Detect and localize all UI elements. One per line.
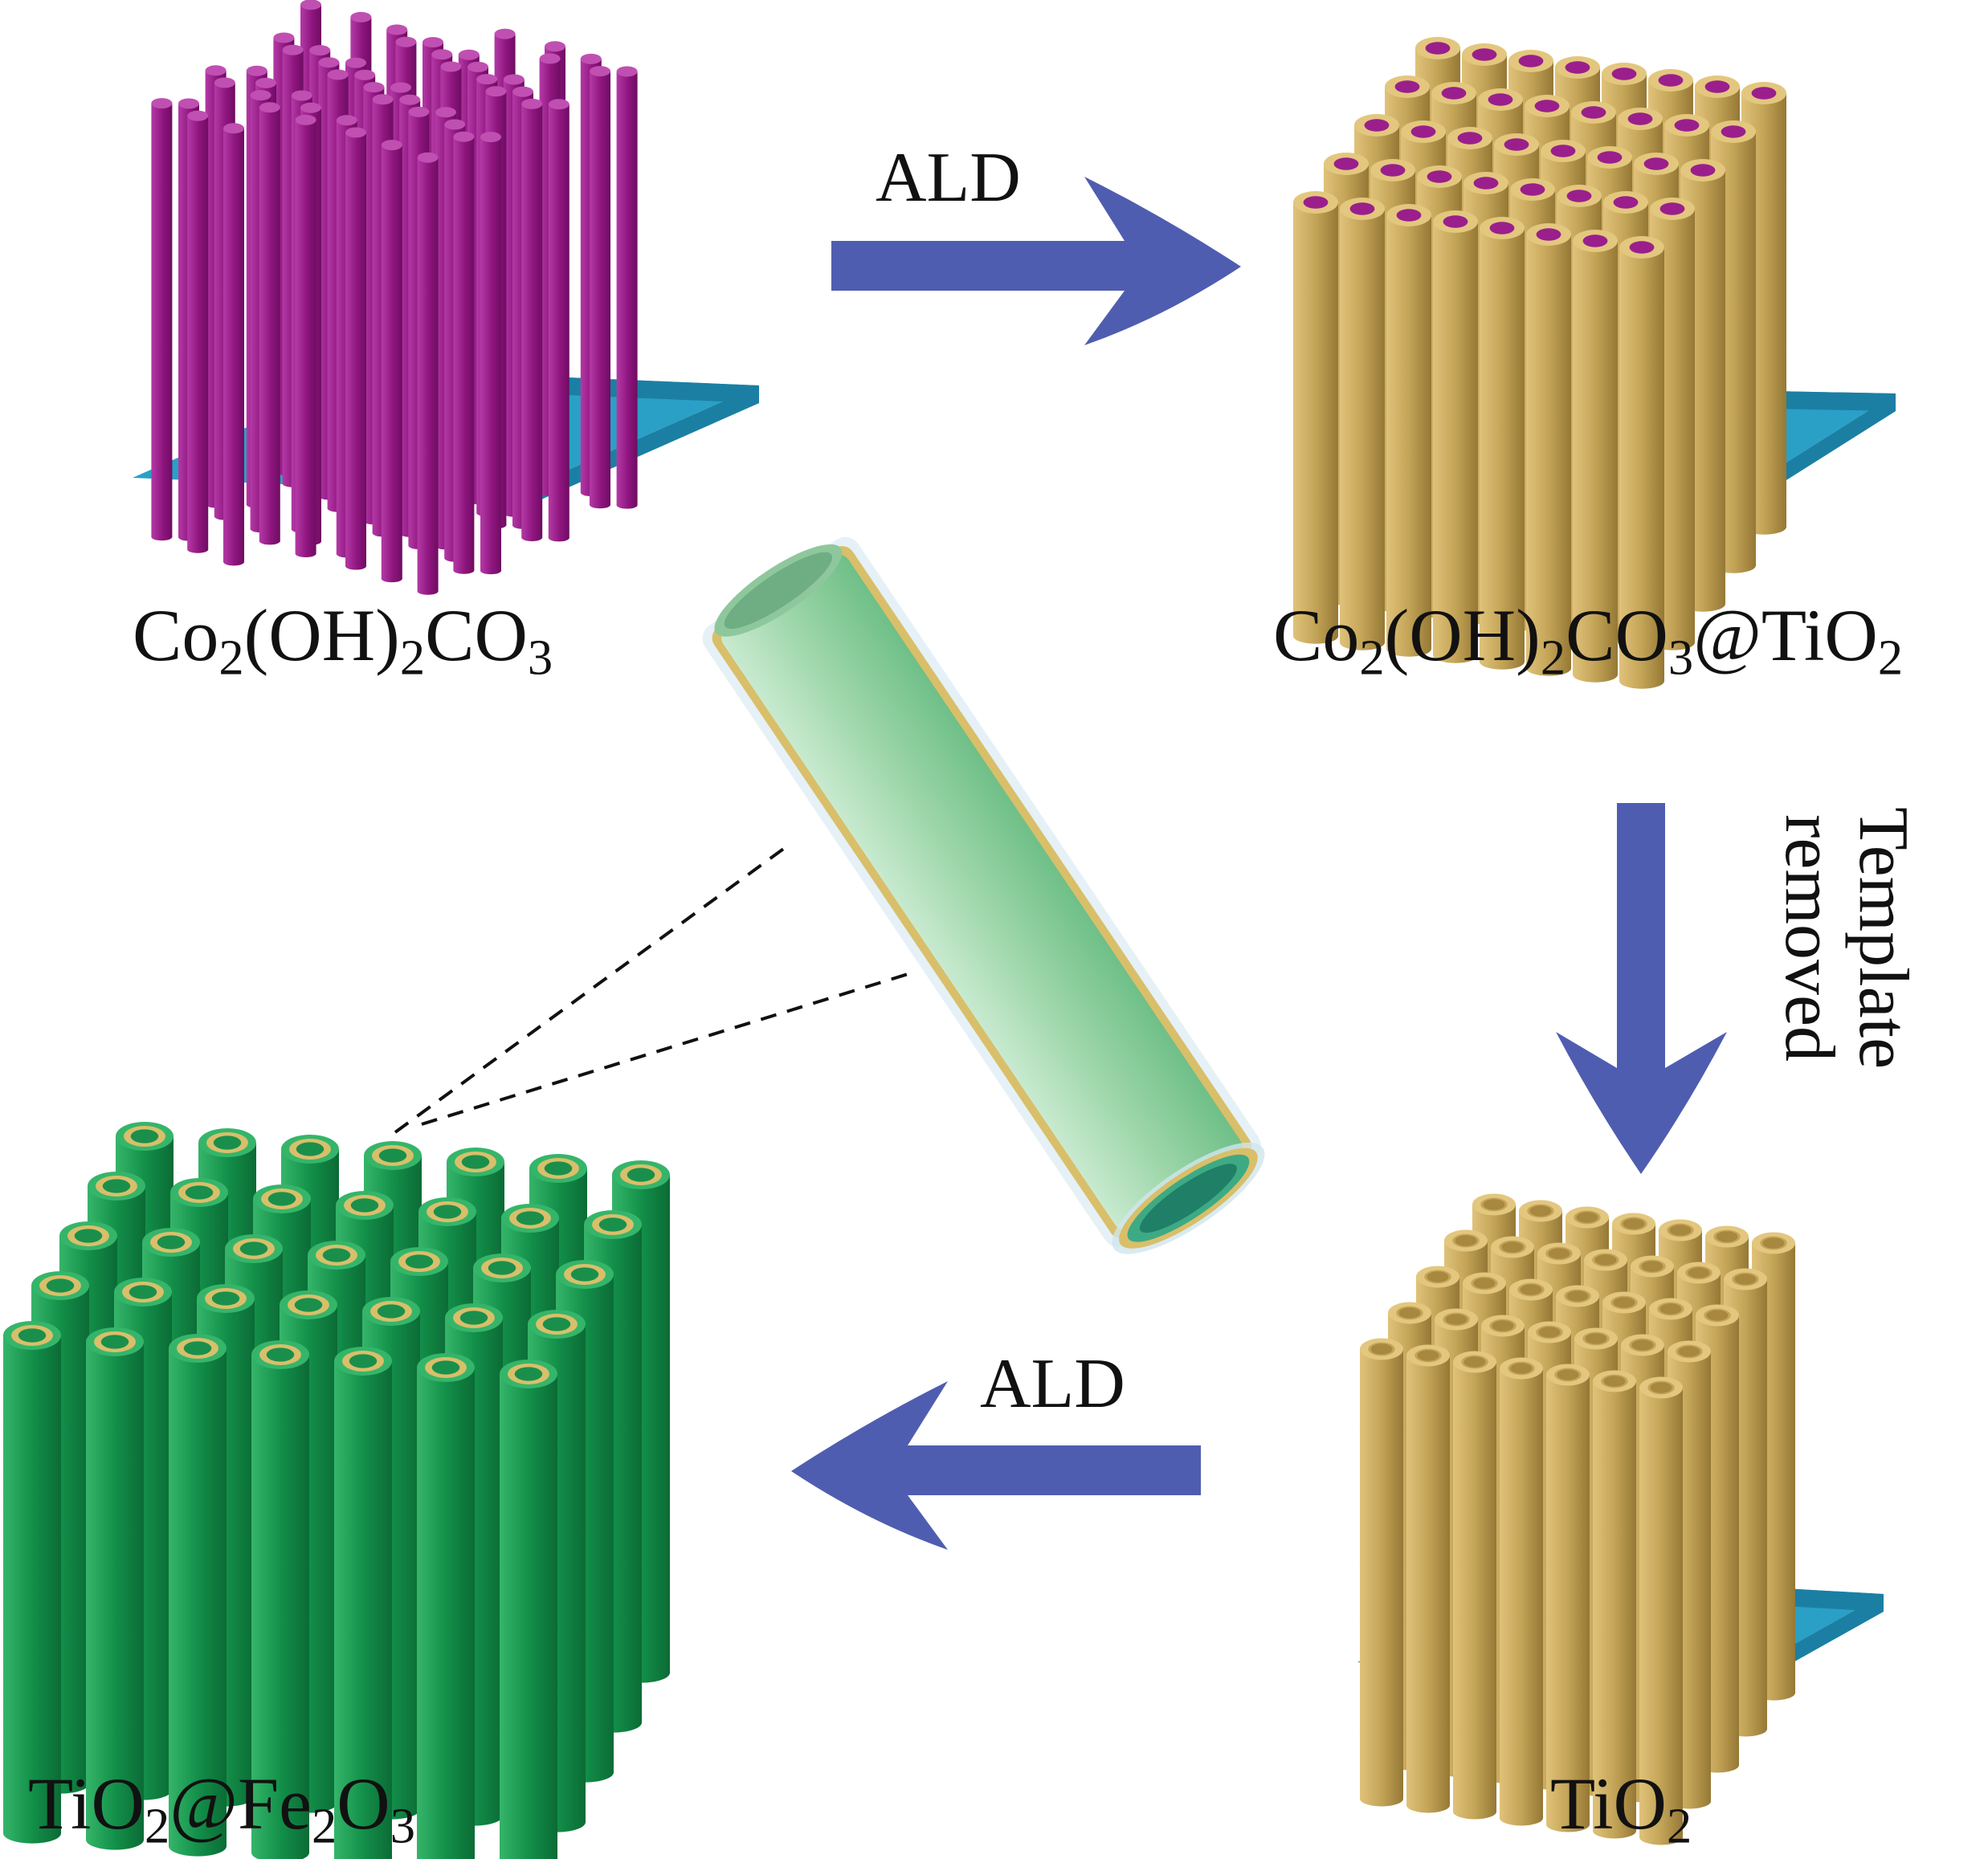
tio2-fe2o3-nanotube-array: [3, 1122, 670, 1859]
magenta-nanowire: [187, 110, 209, 553]
tio2-nanotube: [1593, 1370, 1636, 1839]
tio2-fe2o3-nanotube: [500, 1360, 557, 1859]
tio2-fe2o3-nanotube: [3, 1321, 61, 1844]
removed-line: removed: [1770, 814, 1848, 1062]
gold-coated-rod: [1619, 236, 1664, 689]
tio2-fe2o3-nanotube: [334, 1347, 392, 1859]
ald-label-top: ALD: [876, 139, 1021, 217]
co2-tio2-caption: Co2(OH)2CO3@TiO2: [1273, 594, 1904, 686]
gold-coated-rod: [1433, 210, 1478, 663]
template-removed-label: Template removed: [1743, 803, 1928, 1140]
magenta-nanowire: [417, 152, 439, 595]
gold-coated-rod: [1340, 198, 1385, 650]
tio2-nanotube-array: [1357, 1193, 1884, 1845]
tio2-nanotube: [1639, 1376, 1683, 1845]
magenta-nanowire: [223, 123, 244, 566]
tio2-fe2o3-nanotube: [86, 1327, 144, 1850]
co2-caption: Co2(OH)2CO3: [133, 594, 553, 686]
gold-coated-rod: [1386, 204, 1431, 657]
tio2-fe2o3-nanotube: [417, 1353, 475, 1859]
tio2-fe2o3-nanotube: [169, 1334, 227, 1857]
gold-coated-rod: [1526, 223, 1571, 676]
tio2-nanotube: [1546, 1364, 1590, 1833]
co2-tio2-nanorod-array: [1293, 37, 1896, 689]
tio2-nanotube: [1500, 1357, 1543, 1826]
magenta-nanowire: [259, 102, 280, 545]
magenta-nanowire: [521, 98, 543, 541]
template-line: Template: [1844, 807, 1922, 1070]
tio2-fe2o3-nanotube: [251, 1340, 309, 1859]
gold-coated-rod: [1480, 217, 1525, 670]
arrow-right-icon: [831, 177, 1241, 345]
magenta-nanowire: [295, 114, 316, 557]
tio2-nanotube: [1360, 1338, 1403, 1807]
co2-nanowire-array: [133, 0, 759, 595]
tio2-caption: TiO2: [1550, 1763, 1692, 1854]
ald-label-bottom: ALD: [980, 1345, 1125, 1423]
magenta-nanowire: [616, 66, 638, 509]
zoom-line-lower: [421, 970, 916, 1126]
magenta-nanowire: [453, 131, 475, 574]
tio2-nanotube: [1453, 1351, 1496, 1820]
arrow-down-icon: [1556, 803, 1727, 1174]
magenta-nanowire: [548, 99, 569, 542]
zoom-line-upper: [394, 842, 793, 1134]
gold-coated-rod: [1293, 191, 1338, 644]
tio2-nanotube: [1406, 1344, 1450, 1813]
tio2-fe2o3-caption: TiO2@Fe2O3: [28, 1763, 415, 1854]
nanotube-icon: [702, 536, 1265, 1254]
gold-coated-rod: [1573, 230, 1618, 683]
magenta-nanowire: [151, 98, 173, 541]
arrow-left-icon: [791, 1381, 1201, 1550]
magenta-nanowire: [345, 127, 366, 570]
magenta-nanowire: [590, 66, 610, 509]
magenta-nanowire: [381, 140, 402, 583]
magenta-nanowire: [480, 132, 501, 575]
